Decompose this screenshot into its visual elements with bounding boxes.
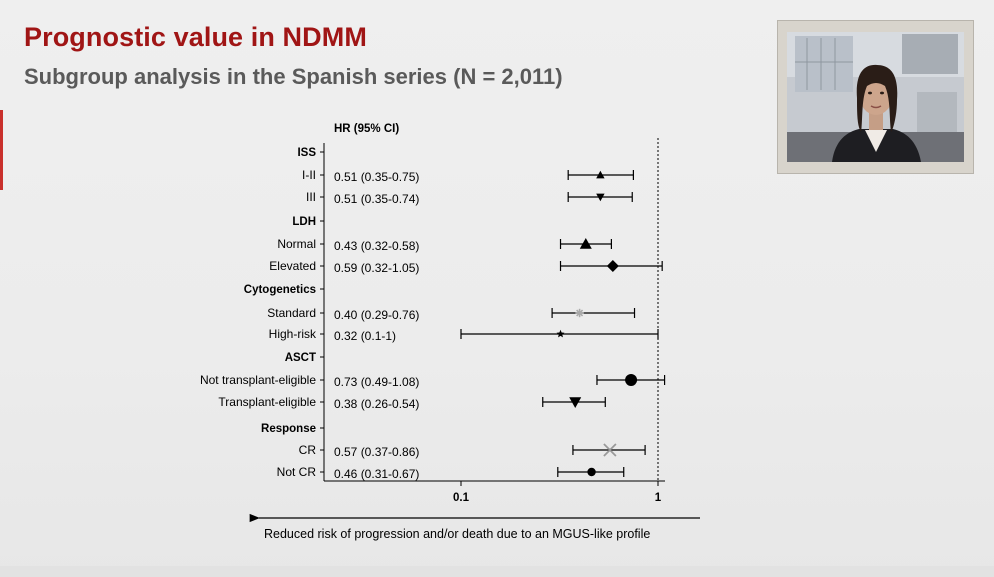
- group-label: Response: [261, 423, 316, 435]
- x-tick-label: 0.1: [453, 492, 470, 504]
- forest-row: Normal 0.43 (0.32-0.58): [277, 237, 612, 253]
- forest-group-header: Response: [261, 423, 324, 435]
- forest-row: CR 0.57 (0.37-0.86): [299, 443, 646, 459]
- forest-row: Elevated 0.59 (0.32-1.05): [269, 259, 663, 275]
- marker-star: [556, 329, 565, 338]
- x-axis-ticks: 0.1 1: [453, 481, 662, 504]
- marker-cross: [603, 443, 617, 457]
- subgroup-label: Not CR: [277, 465, 317, 479]
- subgroup-label: III: [306, 190, 316, 204]
- hr-ci-text: 0.32 (0.1-1): [334, 329, 396, 343]
- group-label: Cytogenetics: [244, 284, 316, 296]
- forest-row: I-II 0.51 (0.35-0.75): [302, 168, 634, 184]
- forest-group-header: ISS: [297, 147, 324, 159]
- bottom-band: [0, 566, 994, 577]
- slide-title: Prognostic value in NDMM: [24, 22, 367, 52]
- marker-circle: [625, 374, 638, 386]
- subgroup-label: Elevated: [269, 259, 316, 273]
- subgroup-label: Transplant-eligible: [218, 395, 316, 409]
- hr-ci-text: 0.43 (0.32-0.58): [334, 239, 419, 253]
- hr-ci-text: 0.73 (0.49-1.08): [334, 375, 419, 389]
- forest-row: Not transplant-eligible 0.73 (0.49-1.08): [200, 373, 666, 389]
- marker-triangle-down: [596, 193, 605, 202]
- presenter-video-icon: [787, 32, 964, 162]
- column-header: HR (95% CI): [334, 123, 399, 135]
- forest-row: III 0.51 (0.35-0.74): [306, 190, 633, 206]
- hr-ci-text: 0.46 (0.31-0.67): [334, 467, 419, 481]
- forest-row: Standard 0.40 (0.29-0.76): [267, 306, 636, 322]
- presenter-video-frame: [777, 20, 974, 174]
- subgroup-label: CR: [299, 443, 317, 457]
- slide-subtitle: Subgroup analysis in the Spanish series …: [24, 64, 563, 89]
- forest-group-header: Cytogenetics: [244, 284, 324, 296]
- forest-row: Not CR 0.46 (0.31-0.67): [277, 465, 625, 481]
- group-label: LDH: [292, 216, 316, 228]
- subgroup-label: Normal: [277, 237, 316, 251]
- forest-row: Transplant-eligible 0.38 (0.26-0.54): [218, 395, 606, 411]
- hr-ci-text: 0.38 (0.26-0.54): [334, 397, 419, 411]
- footnote-text: Reduced risk of progression and/or death…: [264, 527, 650, 541]
- marker-circle: [587, 467, 596, 477]
- group-label: ASCT: [285, 352, 316, 364]
- forest-rows: ISS I-II 0.51 (0.35-0.75) III 0.51 (0.35-0.7…: [200, 147, 666, 481]
- x-tick-label: 1: [655, 492, 662, 504]
- forest-group-header: LDH: [292, 216, 324, 228]
- hr-ci-text: 0.57 (0.37-0.86): [334, 445, 419, 459]
- left-accent-bar: [0, 110, 3, 190]
- marker-asterisk-stroke: [576, 309, 584, 317]
- hr-ci-text: 0.59 (0.32-1.05): [334, 261, 419, 275]
- hr-ci-text: 0.40 (0.29-0.76): [334, 308, 419, 322]
- marker-asterisk: [575, 308, 584, 318]
- forest-group-header: ASCT: [285, 352, 324, 364]
- forest-row: High-risk 0.32 (0.1-1): [269, 327, 659, 343]
- marker-triangle-down: [569, 397, 582, 408]
- subgroup-label: Standard: [267, 306, 316, 320]
- marker-triangle-up: [596, 170, 605, 179]
- subgroup-label: Not transplant-eligible: [200, 373, 316, 387]
- presenter-video: [787, 32, 964, 162]
- subgroup-label: High-risk: [269, 327, 317, 341]
- marker-triangle-up: [579, 238, 592, 249]
- group-label: ISS: [297, 147, 316, 159]
- hr-ci-text: 0.51 (0.35-0.74): [334, 192, 419, 206]
- hr-ci-text: 0.51 (0.35-0.75): [334, 170, 419, 184]
- marker-diamond: [606, 260, 619, 272]
- subgroup-label: I-II: [302, 168, 316, 182]
- marker-cross-stroke: [603, 443, 617, 457]
